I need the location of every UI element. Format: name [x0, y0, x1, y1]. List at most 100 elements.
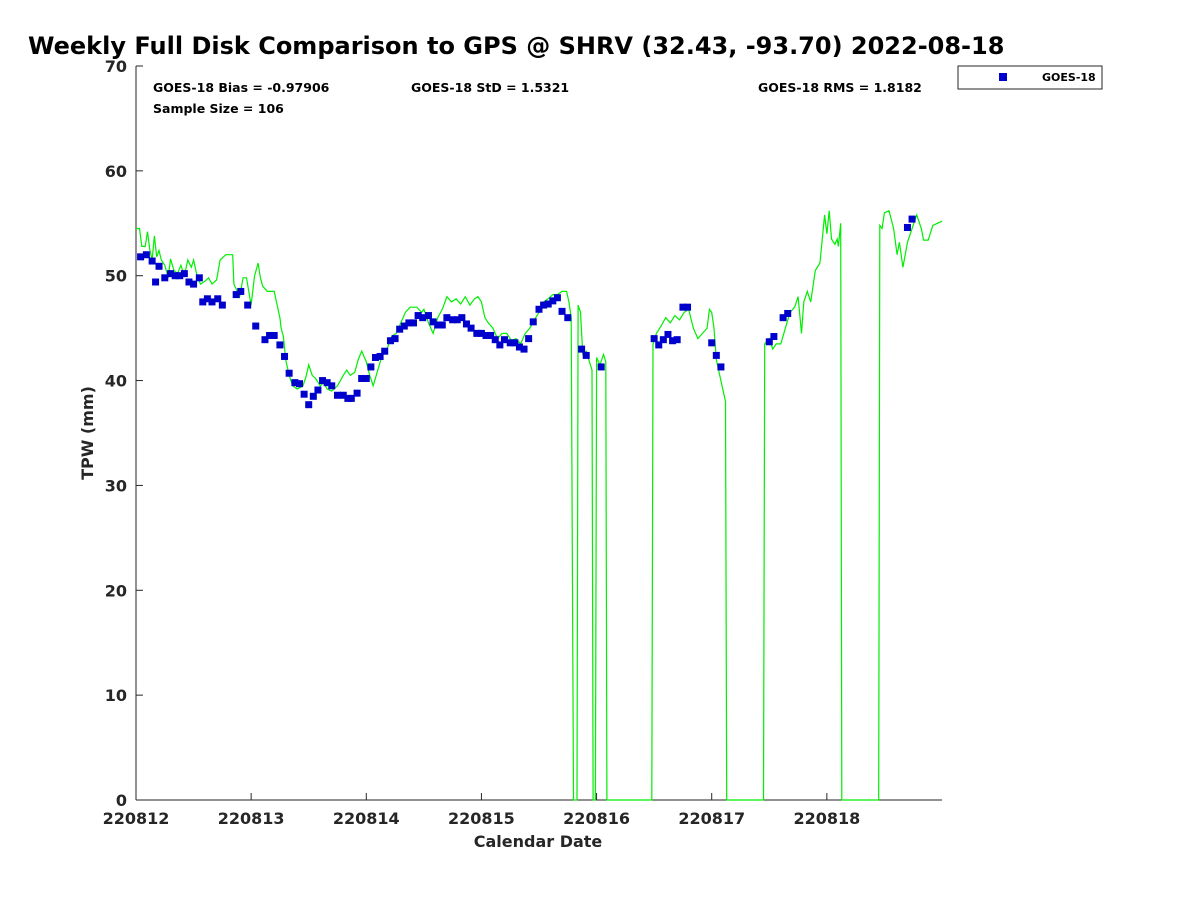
goes18-point: [305, 401, 313, 409]
goes18-point: [903, 223, 911, 231]
goes18-point: [237, 287, 245, 295]
goes18-point: [281, 352, 289, 360]
goes18-point: [334, 391, 341, 399]
x-axis-ticks: 220812 220813 220814 220815 220816 220817 2208…: [103, 793, 860, 828]
goes18-point: [540, 301, 548, 309]
goes18-point: [137, 253, 145, 261]
goes18-point: [525, 335, 533, 343]
goes18-point: [381, 347, 389, 355]
y-tick-label: 60: [105, 162, 127, 181]
goes18-point: [544, 300, 552, 308]
goes18-point: [339, 391, 347, 399]
goes18-point: [515, 343, 523, 351]
goes18-point: [597, 363, 605, 371]
goes18-point: [285, 369, 293, 377]
goes18-point: [296, 380, 304, 388]
goes18-point: [300, 390, 308, 398]
x-tick-label: 220812: [103, 809, 170, 828]
goes18-point: [467, 324, 475, 332]
y-tick-label: 10: [105, 686, 127, 705]
y-axis-label: TPW (mm): [78, 386, 97, 480]
legend-label: GOES-18: [1042, 71, 1096, 84]
goes18-point: [511, 339, 519, 347]
x-tick-label: 220815: [448, 809, 515, 828]
goes18-point: [664, 330, 672, 338]
goes18-point: [520, 345, 528, 353]
goes18-point: [405, 319, 413, 327]
goes18-point: [266, 331, 274, 339]
x-tick-label: 220813: [218, 809, 285, 828]
chart-title: Weekly Full Disk Comparison to GPS @ SHR…: [28, 32, 1004, 60]
goes18-point: [291, 379, 299, 387]
goes18-point: [391, 335, 399, 343]
x-axis-label: Calendar Date: [474, 832, 603, 851]
goes18-point: [529, 318, 537, 326]
goes18-point: [779, 314, 787, 322]
goes18-point: [347, 394, 355, 402]
y-tick-label: 70: [105, 57, 127, 76]
goes18-point: [770, 333, 778, 341]
goes18-point: [429, 318, 437, 326]
goes18-point: [659, 336, 667, 344]
goes18-point: [424, 312, 432, 320]
goes18-point: [185, 278, 193, 286]
goes18-point: [419, 314, 427, 322]
goes18-point: [558, 307, 566, 315]
y-tick-label: 0: [116, 791, 127, 810]
goes18-point: [319, 377, 327, 385]
goes18-point: [396, 325, 404, 333]
goes18-point: [309, 392, 317, 400]
x-tick-label: 220814: [333, 809, 400, 828]
goes18-point: [167, 270, 175, 278]
goes18-point: [376, 352, 384, 360]
goes18-point: [708, 339, 716, 347]
x-tick-label: 220818: [793, 809, 860, 828]
legend-marker: [999, 73, 1007, 81]
goes18-point: [564, 314, 572, 322]
goes18-point: [684, 303, 692, 311]
goes18-point: [506, 339, 514, 347]
goes18-point: [669, 337, 677, 345]
goes18-point: [679, 303, 687, 311]
goes18-point: [323, 379, 331, 387]
y-tick-label: 50: [105, 267, 127, 286]
goes18-point: [400, 322, 408, 330]
goes18-point: [386, 337, 394, 345]
goes18-point: [161, 274, 169, 282]
goes18-point: [549, 297, 557, 305]
goes18-point: [473, 329, 481, 337]
goes18-point: [190, 280, 198, 288]
y-tick-label: 30: [105, 476, 127, 495]
goes18-point: [180, 270, 188, 278]
goes18-point: [449, 316, 457, 324]
goes18-point: [371, 354, 379, 362]
goes18-point: [152, 278, 160, 286]
goes18-point: [232, 291, 240, 299]
goes18-point: [362, 374, 370, 382]
goes18-point: [765, 338, 773, 346]
goes18-point: [148, 257, 156, 265]
goes18-point: [218, 301, 226, 309]
goes18-point: [482, 331, 490, 339]
goes18-point: [717, 363, 725, 371]
legend: GOES-18: [957, 65, 1103, 90]
goes18-point: [477, 329, 485, 337]
goes18-point: [496, 341, 504, 349]
goes18-point: [155, 262, 163, 270]
goes18-point: [409, 319, 417, 327]
std-stat: GOES-18 StD = 1.5321: [411, 80, 569, 95]
goes18-point: [367, 363, 375, 371]
goes18-point: [582, 351, 590, 359]
goes18-point: [203, 295, 211, 303]
goes18-point: [171, 272, 179, 280]
goes18-point: [199, 298, 207, 306]
goes18-point: [414, 312, 422, 320]
goes18-point: [276, 341, 284, 349]
goes18-point: [673, 336, 681, 344]
goes18-point: [314, 386, 322, 394]
goes18-point: [328, 382, 336, 390]
goes18-point: [252, 322, 260, 330]
rms-stat: GOES-18 RMS = 1.8182: [758, 80, 922, 95]
